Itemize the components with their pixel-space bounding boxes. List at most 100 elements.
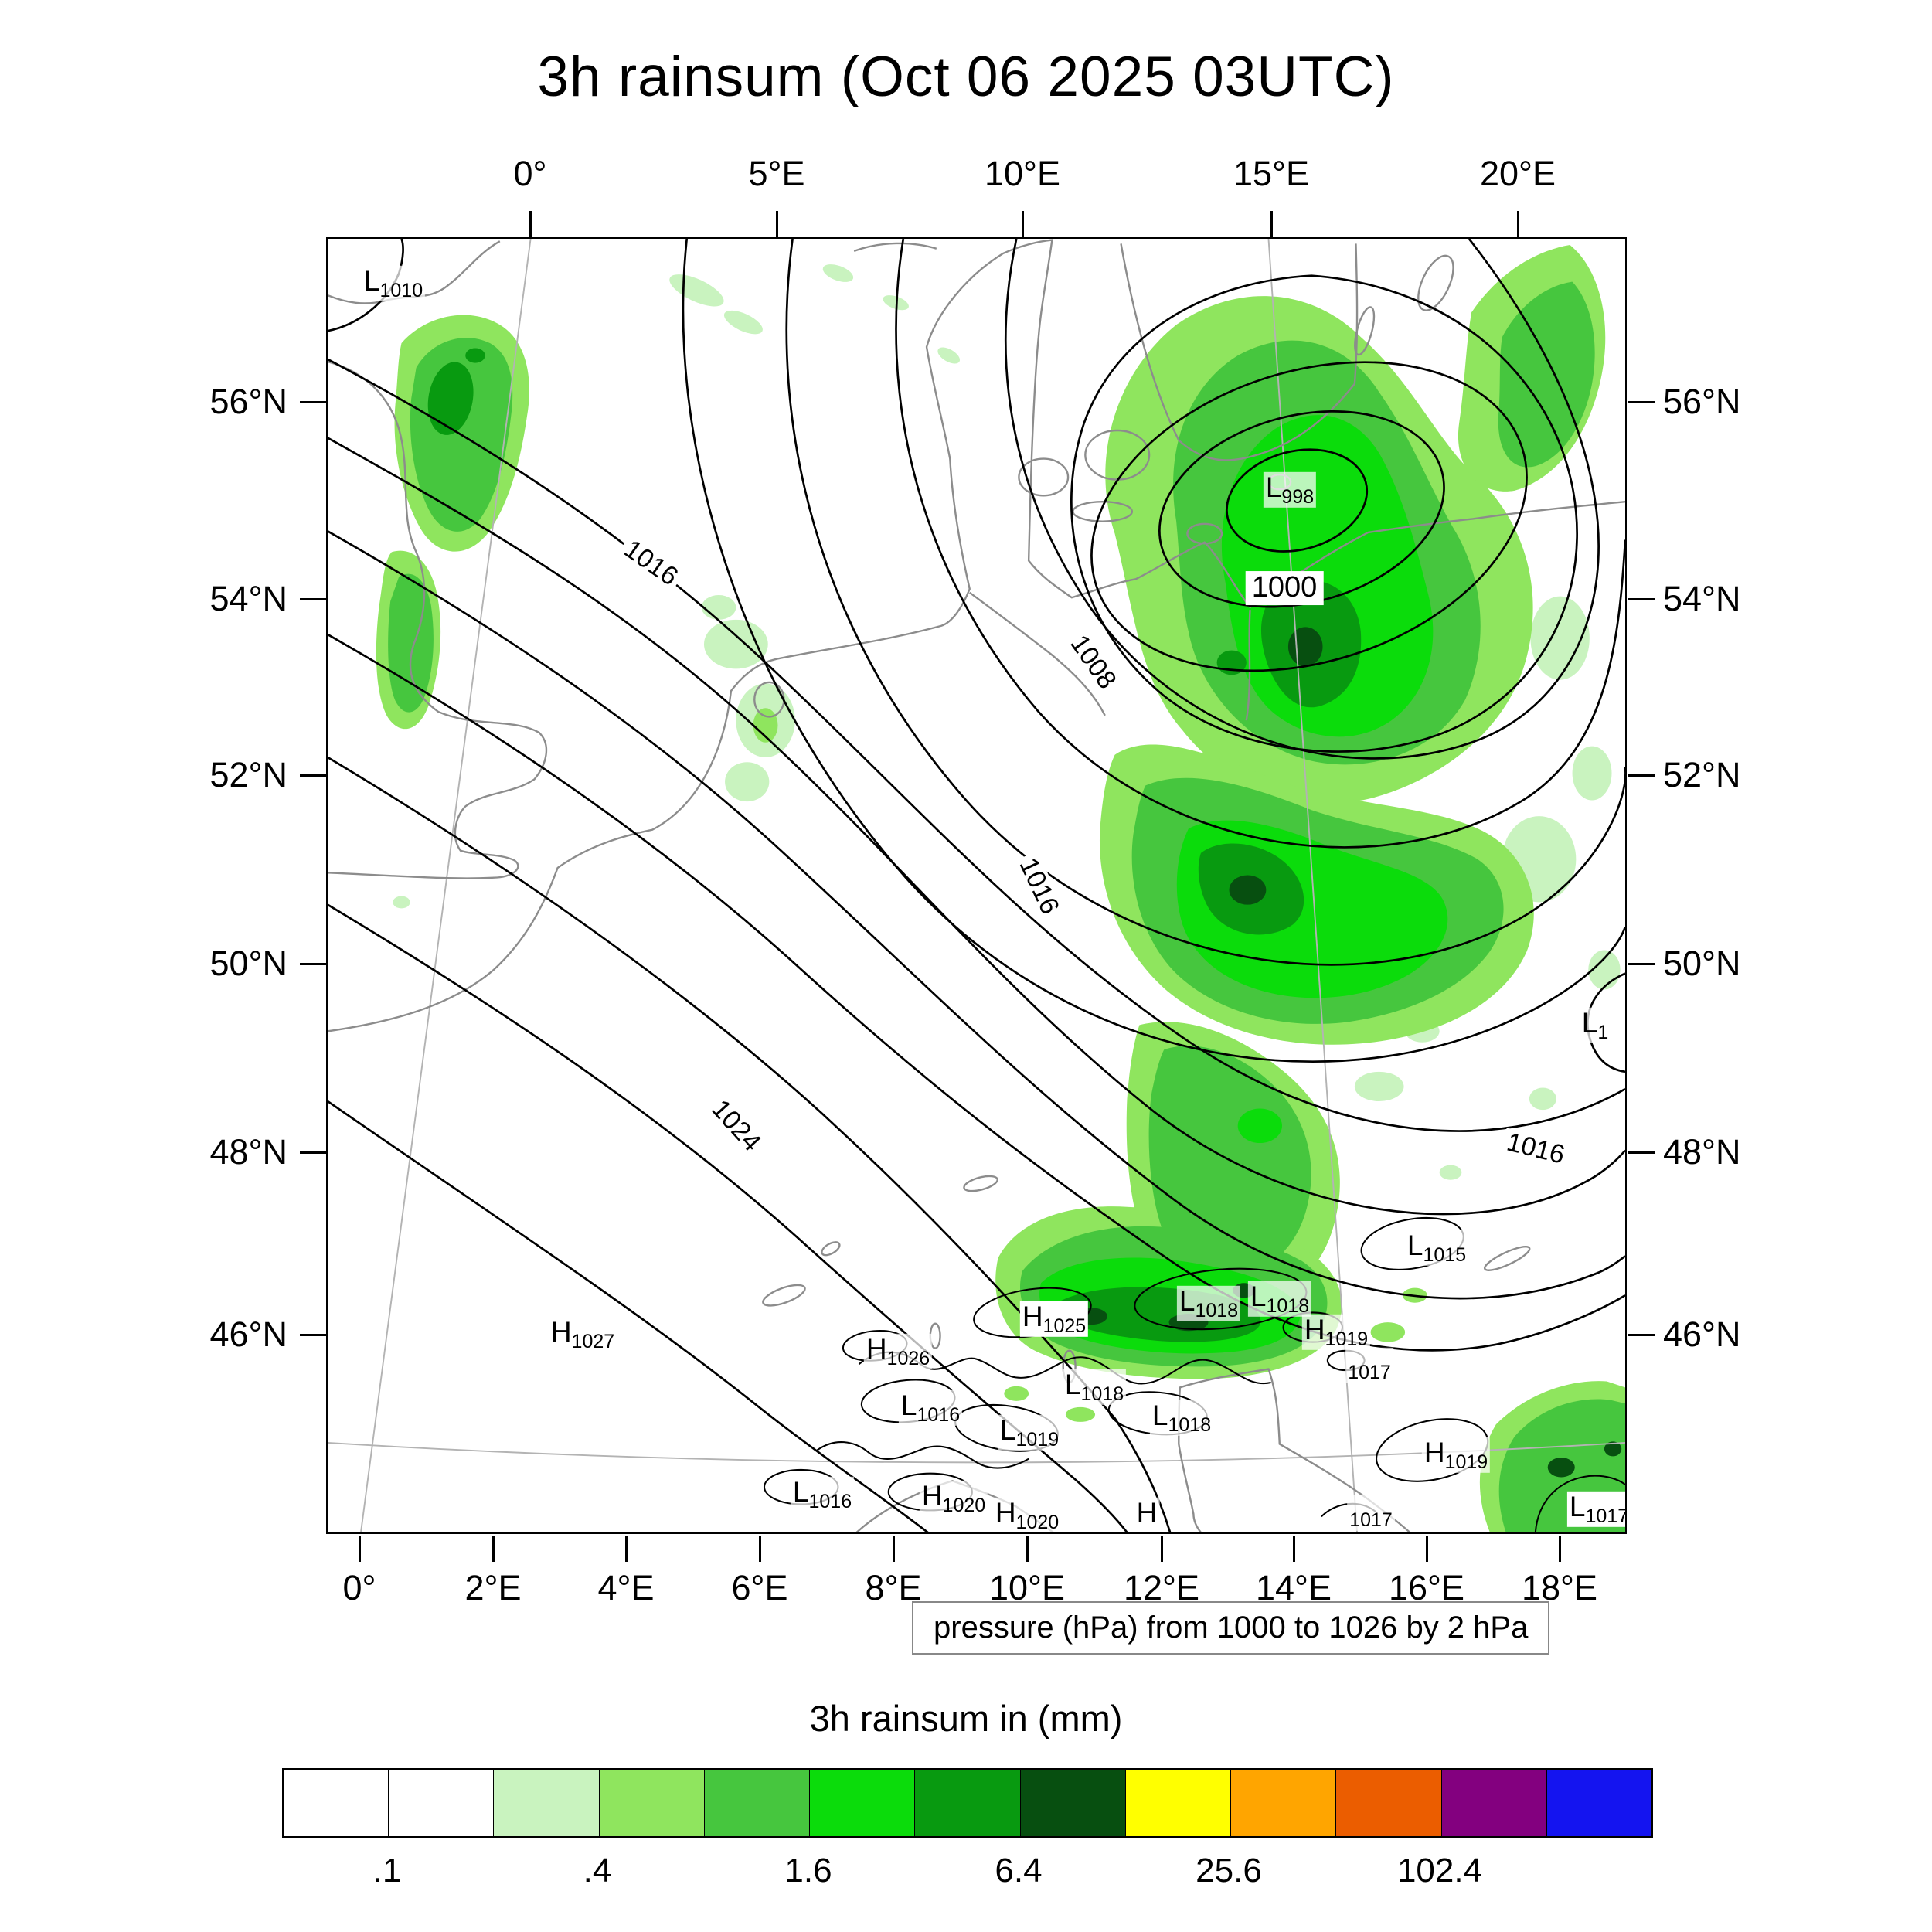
axis-tick: [776, 211, 778, 237]
axis-label-lon-bottom: 4°E: [597, 1568, 655, 1607]
axis-label-lon-bottom: 18°E: [1521, 1568, 1598, 1607]
colorbar-cell: [1124, 1770, 1231, 1836]
axis-label-lat-left: 46°N: [209, 1315, 287, 1354]
axis-tick: [625, 1536, 628, 1562]
colorbar-tick-label: 102.4: [1396, 1852, 1483, 1889]
axis-tick: [1628, 598, 1655, 600]
axis-label-lat-right: 46°N: [1663, 1315, 1741, 1354]
axis-label-lat-right: 52°N: [1663, 755, 1741, 794]
colorbar-cell: [1019, 1770, 1125, 1836]
colorbar-cell: [1230, 1770, 1336, 1836]
axis-label-lat-left: 50°N: [209, 944, 287, 983]
low-center-label: L1015: [1404, 1230, 1469, 1267]
weather-map-canvas: [328, 239, 1625, 1532]
axis-tick: [1293, 1536, 1295, 1562]
colorbar-cell: [809, 1770, 915, 1836]
colorbar-tick-label: .4: [583, 1852, 612, 1889]
axis-tick: [359, 1536, 361, 1562]
axis-tick: [1628, 401, 1655, 403]
axis-tick: [300, 1334, 326, 1336]
colorbar-tick-label: 6.4: [995, 1852, 1043, 1889]
colorbar: [282, 1768, 1653, 1838]
colorbar-cell: [1546, 1770, 1652, 1836]
high-center-label: H1026: [863, 1333, 933, 1370]
axis-label-lat-left: 48°N: [209, 1132, 287, 1172]
axis-label-lon-top: 5°E: [748, 154, 805, 193]
axis-tick: [1628, 1151, 1655, 1154]
isobar-label: 1000: [1245, 571, 1324, 605]
axis-label-lon-bottom: 16°E: [1388, 1568, 1465, 1607]
colorbar-cell: [284, 1770, 389, 1836]
colorbar-cell: [914, 1770, 1020, 1836]
axis-tick: [1026, 1536, 1029, 1562]
axis-tick: [893, 1536, 895, 1562]
colorbar-cell: [703, 1770, 810, 1836]
colorbar-tick-label: 1.6: [784, 1852, 832, 1889]
low-center-label: L1018: [1149, 1400, 1214, 1437]
axis-label-lon-bottom: 2°E: [464, 1568, 522, 1607]
axis-tick: [1517, 211, 1519, 237]
axis-tick: [529, 211, 532, 237]
colorbar-tick-label: .1: [372, 1852, 402, 1889]
axis-label-lon-top: 10°E: [984, 154, 1061, 193]
axis-label-lon-top: 20°E: [1479, 154, 1556, 193]
axis-tick: [300, 401, 326, 403]
axis-tick: [1022, 211, 1024, 237]
low-center-label: L1018: [1247, 1281, 1312, 1318]
low-center-label: L1016: [898, 1389, 963, 1427]
axis-tick: [1559, 1536, 1561, 1562]
high-center-label: H1019: [1301, 1314, 1371, 1351]
axis-label-lat-left: 56°N: [209, 382, 287, 421]
isobar-value-label: 1017: [1345, 1347, 1393, 1384]
high-center-label: H1025: [1019, 1301, 1089, 1338]
axis-tick: [300, 598, 326, 600]
page-title: 3h rainsum (Oct 06 2025 03UTC): [537, 46, 1395, 108]
colorbar-cell: [493, 1770, 599, 1836]
high-center-label: H1027: [548, 1316, 617, 1353]
axis-label-lat-right: 54°N: [1663, 579, 1741, 618]
low-center-label: L1019: [997, 1414, 1062, 1451]
axis-tick: [1628, 774, 1655, 777]
colorbar-cell: [598, 1770, 704, 1836]
colorbar-title: 3h rainsum in (mm): [809, 1698, 1123, 1739]
precipitation-shading: [376, 244, 1625, 1532]
axis-label-lat-left: 52°N: [209, 755, 287, 794]
colorbar-cell: [1440, 1770, 1546, 1836]
axis-tick: [300, 774, 326, 777]
high-center-label: H: [1134, 1497, 1160, 1532]
pressure-legend-note: pressure (hPa) from 1000 to 1026 by 2 hP…: [912, 1601, 1550, 1655]
axis-label-lat-right: 50°N: [1663, 944, 1741, 983]
high-center-label: H1020: [992, 1497, 1062, 1532]
low-center-label: L1018: [1176, 1285, 1241, 1322]
axis-label-lon-top: 0°: [513, 154, 547, 193]
axis-label-lon-bottom: 8°E: [865, 1568, 922, 1607]
low-center-label: L1016: [790, 1476, 855, 1513]
axis-label-lon-bottom: 12°E: [1123, 1568, 1200, 1607]
axis-tick: [759, 1536, 761, 1562]
axis-label-lon-bottom: 0°: [342, 1568, 376, 1607]
axis-tick: [1628, 1334, 1655, 1336]
axis-tick: [1628, 963, 1655, 965]
axis-tick: [1426, 1536, 1428, 1562]
weather-map-frame: 1016 1008 1000 1016 1024 1016 L1010 L998…: [326, 237, 1627, 1534]
high-center-label: H1019: [1421, 1437, 1491, 1474]
low-center-label: L1017: [1566, 1491, 1625, 1528]
isobar-value-label: 1017: [1347, 1495, 1395, 1532]
axis-tick: [300, 1151, 326, 1154]
axis-label-lon-bottom: 6°E: [731, 1568, 788, 1607]
colorbar-cell: [1335, 1770, 1441, 1836]
low-center-label: L1010: [361, 265, 426, 302]
axis-tick: [492, 1536, 495, 1562]
low-center-label: L1: [1579, 1007, 1611, 1044]
colorbar-tick-label: 25.6: [1196, 1852, 1262, 1889]
axis-label-lon-bottom: 10°E: [988, 1568, 1066, 1607]
isobars: [328, 239, 1625, 1532]
high-center-label: H1020: [919, 1480, 988, 1517]
axis-label-lat-left: 54°N: [209, 579, 287, 618]
axis-label-lon-bottom: 14°E: [1255, 1568, 1332, 1607]
axis-tick: [1161, 1536, 1163, 1562]
axis-label-lat-right: 48°N: [1663, 1132, 1741, 1172]
low-center-label: L1018: [1062, 1369, 1127, 1406]
axis-label-lon-top: 15°E: [1233, 154, 1310, 193]
axis-tick: [300, 963, 326, 965]
